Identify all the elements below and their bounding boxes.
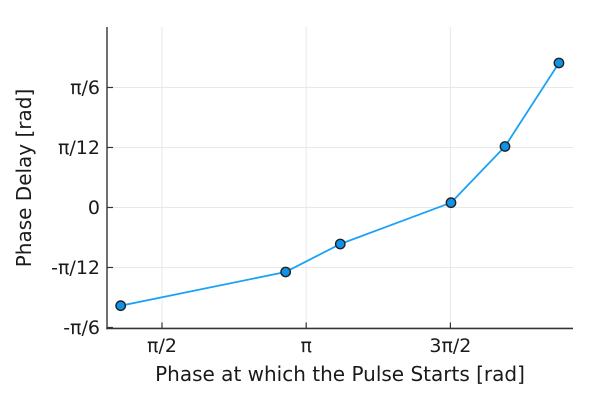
data-point-marker bbox=[334, 238, 346, 250]
data-point-marker bbox=[280, 266, 292, 278]
data-point-marker bbox=[499, 141, 511, 152]
x-tick-label: π bbox=[300, 335, 311, 357]
x-tick-label: 3π/2 bbox=[429, 335, 471, 357]
y-tick-label: -π/6 bbox=[63, 317, 100, 339]
x-axis-label: Phase at which the Pulse Starts [rad] bbox=[155, 362, 525, 386]
data-point-marker bbox=[553, 57, 565, 69]
data-point-marker bbox=[115, 300, 127, 312]
y-tick-label: -π/12 bbox=[51, 257, 100, 279]
axes-layer bbox=[106, 27, 573, 330]
series-line bbox=[120, 62, 560, 307]
data-point-marker bbox=[445, 197, 457, 209]
y-tick-label: π/12 bbox=[58, 137, 100, 159]
ticks-layer: π/2 π 3π/2 π/6 π/12 0 -π/12 -π/6 bbox=[51, 77, 471, 357]
y-axis-label: Phase Delay [rad] bbox=[12, 89, 36, 268]
gridlines-layer bbox=[107, 27, 573, 329]
y-tick-label: 0 bbox=[88, 197, 100, 219]
y-tick-label: π/6 bbox=[70, 77, 100, 99]
series-layer bbox=[115, 57, 565, 312]
x-tick-label: π/2 bbox=[147, 335, 177, 357]
